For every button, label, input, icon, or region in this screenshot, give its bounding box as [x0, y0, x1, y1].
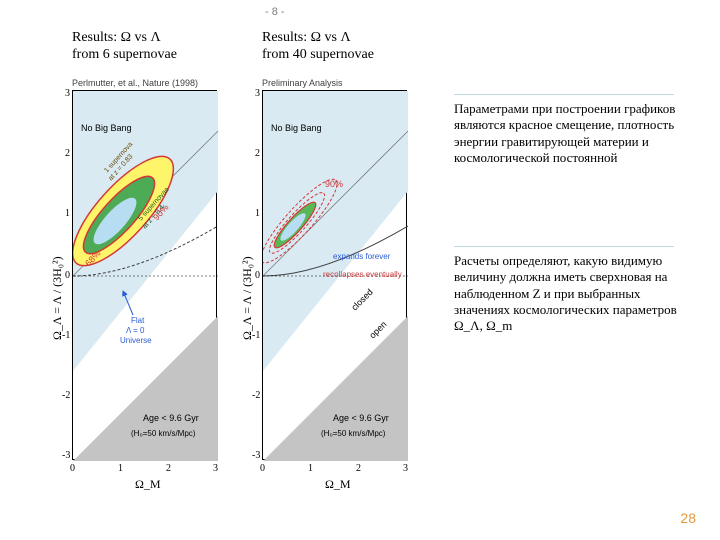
lbl90b: 90%: [325, 179, 343, 189]
rule-1: [454, 94, 674, 95]
chart1-svg: No Big Bang 1 supernova at z = 0.83 5 su…: [73, 91, 218, 461]
c1-ytick-m3: -3: [62, 450, 70, 461]
open-txt: open: [367, 319, 388, 340]
c1-ytick-m1: -1: [62, 330, 70, 341]
charts-container: Results: Ω vs Λ from 6 supernovae Perlmu…: [40, 30, 430, 515]
c1-ytick-2: 2: [65, 148, 70, 159]
c2-xtick-0: 0: [260, 463, 265, 474]
c1-ytick-1: 1: [65, 208, 70, 219]
c1-xtick-2: 2: [166, 463, 171, 474]
c2-xtick-2: 2: [356, 463, 361, 474]
rule-2: [454, 246, 674, 247]
side-paragraph-2: Расчеты определяют, какую видимую величи…: [454, 240, 694, 334]
c1-ytick-0: 0: [65, 270, 70, 281]
slide-number: 28: [680, 510, 696, 526]
chart2-title-l1: Results: Ω vs Λ: [262, 30, 351, 45]
c2-ytick-3: 3: [255, 88, 260, 99]
c2-xtick-3: 3: [403, 463, 408, 474]
age-text: Age < 9.6 Gyr: [143, 413, 199, 423]
c1-xtick-3: 3: [213, 463, 218, 474]
chart2-title: Results: Ω vs Λ from 40 supernovae: [262, 30, 374, 64]
chart1-xlabel: Ω_M: [135, 477, 161, 492]
chart1: No Big Bang 1 supernova at z = 0.83 5 su…: [72, 90, 217, 460]
recollapse-txt: recollapses eventually: [323, 270, 402, 279]
c2-ytick-m1: -1: [252, 330, 260, 341]
c2-ytick-m3: -3: [252, 450, 260, 461]
chart2: No Big Bang 90% expands forever recollap…: [262, 90, 407, 460]
side-p2-text: Расчеты определяют, какую видимую величи…: [454, 253, 677, 317]
page-marker: ‑ 8 ‑: [265, 6, 285, 18]
expand-txt: expands forever: [333, 252, 391, 261]
c1-xtick-0: 0: [70, 463, 75, 474]
closed-txt: closed: [349, 287, 374, 312]
c2-ytick-m2: -2: [252, 390, 260, 401]
chart2-svg: No Big Bang 90% expands forever recollap…: [263, 91, 408, 461]
h0-text: (H₀=50 km/s/Mpc): [131, 429, 196, 438]
c1-xtick-1: 1: [118, 463, 123, 474]
c1-ytick-m2: -2: [62, 390, 70, 401]
chart2-ylabel: Ω_Λ = Λ / (3H₀²): [240, 256, 255, 340]
flat-txt3: Universe: [120, 336, 152, 345]
chart1-title-l1: Results: Ω vs Λ: [72, 30, 161, 45]
side-p1-text: Параметрами при построении графиков явля…: [454, 101, 675, 165]
c2-xtick-1: 1: [308, 463, 313, 474]
c1-ytick-3: 3: [65, 88, 70, 99]
flat-txt1: Flat: [131, 316, 145, 325]
age-text2: Age < 9.6 Gyr: [333, 413, 389, 423]
chart1-ylabel: Ω_Λ = Λ / (3H₀²): [50, 256, 65, 340]
chart2-title-l2: from 40 supernovae: [262, 47, 374, 62]
chart1-title: Results: Ω vs Λ from 6 supernovae: [72, 30, 177, 64]
c2-ytick-0: 0: [255, 270, 260, 281]
side-p2-omega: Ω_Λ, Ω_m: [454, 318, 512, 333]
chart1-title-l2: from 6 supernovae: [72, 47, 177, 62]
flat-txt2: Λ = 0: [126, 326, 145, 335]
h0-text2: (H₀=50 km/s/Mpc): [321, 429, 386, 438]
nobb-text2: No Big Bang: [271, 123, 322, 133]
chart1-subtitle: Perlmutter, et al., Nature (1998): [72, 78, 198, 88]
c2-ytick-2: 2: [255, 148, 260, 159]
c2-ytick-1: 1: [255, 208, 260, 219]
side-paragraph-1: Параметрами при построении графиков явля…: [454, 88, 694, 166]
chart2-subtitle: Preliminary Analysis: [262, 78, 343, 88]
nobb-text: No Big Bang: [81, 123, 132, 133]
chart2-xlabel: Ω_M: [325, 477, 351, 492]
